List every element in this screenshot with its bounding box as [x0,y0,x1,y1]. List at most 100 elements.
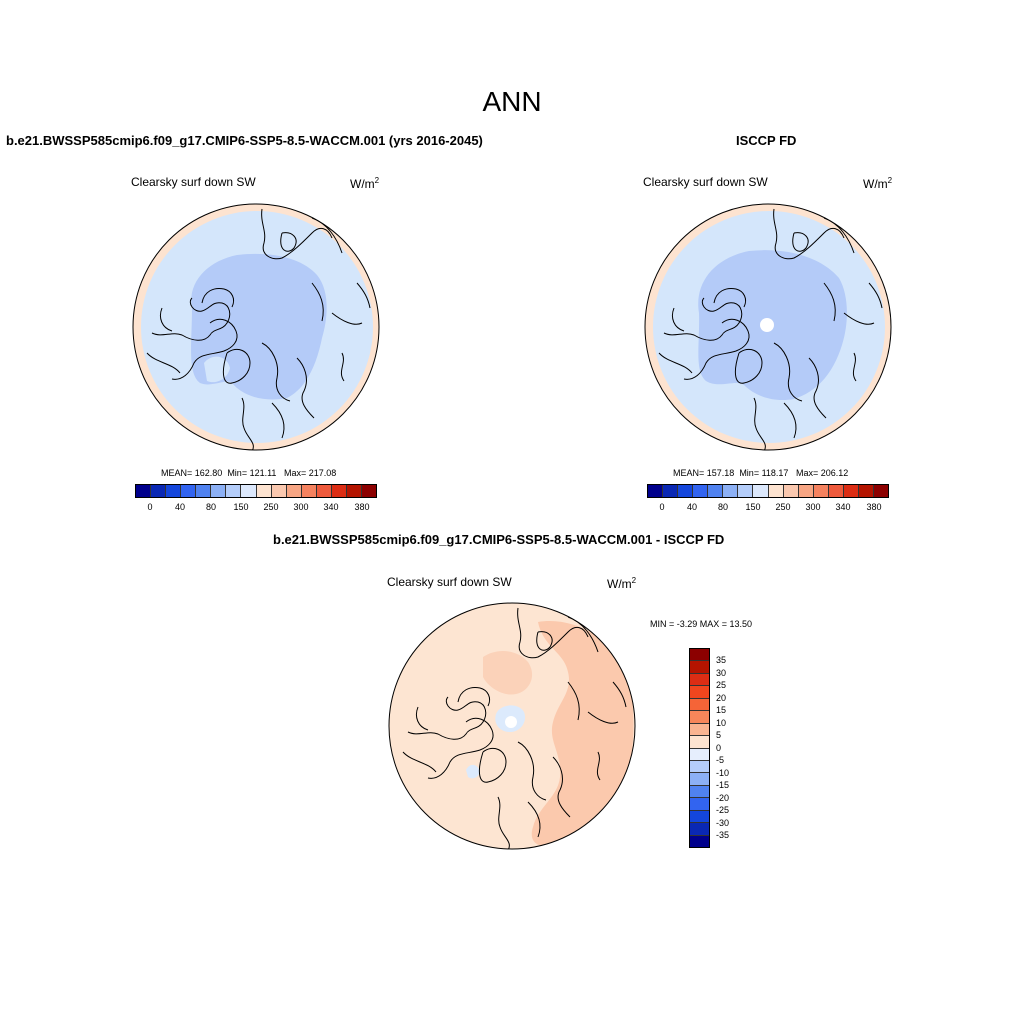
diff-colorbar-tick: -5 [716,755,725,765]
diff-colorbar-tick: 35 [716,655,727,665]
diff-colorbar-swatch [690,649,709,662]
obs-stats: MEAN= 157.18 Min= 118.17 Max= 206.12 [673,468,849,478]
model-colorbar-swatch [226,485,242,497]
obs-colorbar-swatch [648,485,664,497]
diff-colorbar-tick: -25 [716,805,730,815]
model-colorbar-tick: 250 [263,502,279,512]
obs-colorbar-swatch [693,485,709,497]
model-colorbar-tick: 0 [147,502,153,512]
model-colorbar-ticks: 0 40 80 150 250 300 340 380 [135,502,377,516]
obs-colorbar-swatch [858,485,874,497]
diff-minmax-label: MIN = -3.29 MAX = 13.50 [650,619,753,629]
obs-colorbar-swatch [828,485,844,497]
model-colorbar-swatch [136,485,152,497]
diff-colorbar-swatch [690,835,709,847]
model-panel-title: b.e21.BWSSP585cmip6.f09_g17.CMIP6-SSP5-8… [6,133,483,148]
diff-colorbar [689,648,710,848]
obs-units-label: W/m2 [863,176,893,191]
model-colorbar-tick: 300 [293,502,309,512]
model-colorbar-swatch [151,485,167,497]
model-variable-label: Clearsky surf down SW [131,175,256,189]
diff-colorbar-swatch [690,723,709,737]
diff-colorbar-swatch [690,810,709,824]
obs-colorbar [647,484,889,498]
diff-colorbar-tick: 0 [716,742,722,753]
diff-colorbar-swatch [690,698,709,712]
diff-colorbar-tick: 20 [716,692,727,703]
model-colorbar-swatch [256,485,272,497]
diff-colorbar-tick: -30 [716,817,730,828]
diff-missing-data-hole [505,716,517,728]
obs-polar-map [644,203,892,451]
model-colorbar-tick: 40 [174,502,186,512]
obs-colorbar-swatch [783,485,799,497]
diff-colorbar-swatch [690,748,709,761]
model-colorbar-swatch [241,485,257,497]
diff-colorbar-swatch [690,736,709,749]
diff-warm-field-north [483,650,533,695]
model-polar-map [132,203,380,451]
diff-colorbar-tick: -20 [716,792,730,803]
obs-colorbar-tick: 300 [805,502,821,512]
diff-colorbar-tick: -15 [716,780,730,790]
diff-cool-field-greenland [466,764,480,779]
diff-colorbar-tick: -10 [716,767,730,778]
model-colorbar-tick: 80 [205,502,217,512]
obs-panel-title: ISCCP FD [736,133,797,148]
obs-colorbar-swatch [798,485,814,497]
obs-colorbar-swatch [723,485,739,497]
obs-colorbar-tick: 340 [835,502,851,512]
obs-colorbar-swatch [813,485,829,497]
diff-colorbar-swatch [690,686,709,699]
diff-colorbar-swatch [690,673,709,687]
model-colorbar-swatch [196,485,212,497]
diff-colorbar-tick: 10 [716,717,727,728]
model-colorbar-swatch [166,485,182,497]
model-colorbar-swatch [286,485,302,497]
diff-panel-title: b.e21.BWSSP585cmip6.f09_g17.CMIP6-SSP5-8… [273,532,725,547]
diff-colorbar-swatch [690,823,709,836]
diff-polar-map [388,602,636,850]
diff-colorbar-tick: 15 [716,705,727,715]
model-colorbar-swatch [331,485,347,497]
model-colorbar-swatch [346,485,362,497]
season-title: ANN [482,86,542,117]
obs-colorbar-tick: 380 [866,502,882,512]
diff-colorbar-swatch [690,760,709,774]
diff-colorbar-swatch [690,773,709,786]
obs-colorbar-tick: 0 [659,502,665,512]
obs-colorbar-swatch [708,485,724,497]
obs-colorbar-tick: 40 [686,502,698,512]
diff-colorbar-tick: 30 [716,667,727,678]
model-colorbar-swatch [211,485,227,497]
diff-colorbar-swatch [690,661,709,674]
diff-colorbar-tick: -35 [716,830,730,840]
model-colorbar-swatch [271,485,287,497]
obs-colorbar-swatch [843,485,859,497]
model-colorbar-swatch [361,485,376,497]
obs-colorbar-swatch [663,485,679,497]
obs-colorbar-swatch [753,485,769,497]
model-colorbar-tick: 150 [233,502,249,512]
model-stats: MEAN= 162.80 Min= 121.11 Max= 217.08 [161,468,337,478]
obs-colorbar-swatch [738,485,754,497]
diff-colorbar-swatch [690,785,709,799]
obs-variable-label: Clearsky surf down SW [643,175,768,189]
model-colorbar [135,484,377,498]
diff-colorbar-ticks: 35 30 25 20 15 10 5 0 -5 -10 -15 -20 -25… [716,648,756,848]
obs-colorbar-swatch [768,485,784,497]
diff-units-label: W/m2 [607,576,637,591]
diff-colorbar-tick: 25 [716,680,727,690]
model-colorbar-tick: 340 [323,502,339,512]
obs-coastlines [658,208,883,450]
diff-warm-field-east [531,621,634,847]
diff-coastlines [402,607,627,849]
model-colorbar-swatch [181,485,197,497]
obs-colorbar-tick: 150 [745,502,761,512]
obs-colorbar-tick: 250 [775,502,791,512]
obs-colorbar-swatch [678,485,694,497]
model-colorbar-swatch [316,485,332,497]
diff-colorbar-swatch [690,798,709,811]
diff-colorbar-tick: 5 [716,730,722,740]
obs-colorbar-ticks: 0 40 80 150 250 300 340 380 [647,502,889,516]
